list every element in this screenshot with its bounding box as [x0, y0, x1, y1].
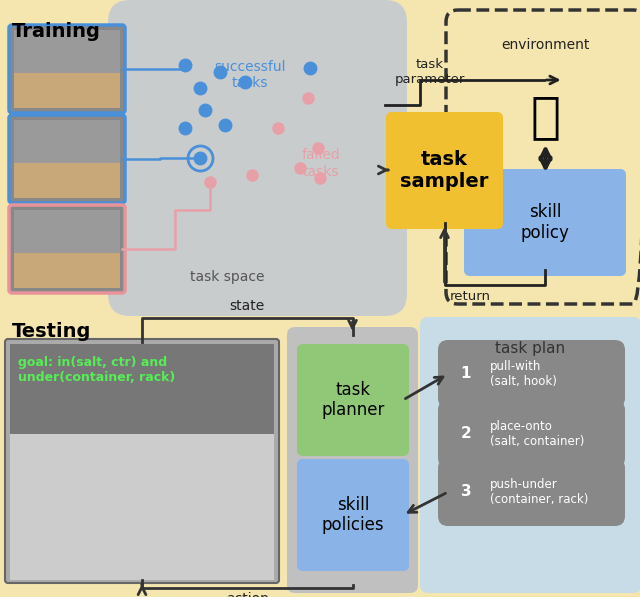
- Text: 1: 1: [461, 367, 471, 381]
- Bar: [14, 30, 120, 75]
- Text: action: action: [226, 592, 269, 597]
- FancyBboxPatch shape: [9, 205, 125, 293]
- Text: task
planner: task planner: [321, 381, 385, 420]
- Text: place-onto
(salt, container): place-onto (salt, container): [490, 420, 584, 448]
- FancyBboxPatch shape: [0, 0, 640, 306]
- Text: task space: task space: [189, 270, 264, 284]
- Text: 🌍: 🌍: [531, 93, 561, 141]
- FancyBboxPatch shape: [9, 115, 125, 203]
- FancyBboxPatch shape: [386, 112, 503, 229]
- FancyBboxPatch shape: [287, 327, 418, 593]
- Text: environment: environment: [501, 38, 589, 52]
- FancyBboxPatch shape: [9, 25, 125, 113]
- Text: 2: 2: [461, 426, 472, 442]
- Text: state: state: [230, 299, 265, 313]
- FancyBboxPatch shape: [108, 0, 407, 316]
- Text: skill
policies: skill policies: [322, 496, 384, 534]
- FancyBboxPatch shape: [0, 302, 640, 596]
- FancyBboxPatch shape: [438, 458, 625, 526]
- FancyBboxPatch shape: [5, 339, 279, 583]
- Text: failed
tasks: failed tasks: [302, 148, 340, 179]
- FancyBboxPatch shape: [438, 400, 625, 468]
- Text: task
parameter: task parameter: [395, 58, 465, 86]
- FancyBboxPatch shape: [438, 340, 625, 408]
- Bar: [14, 210, 120, 255]
- Text: 3: 3: [461, 485, 471, 500]
- Text: return: return: [449, 290, 490, 303]
- FancyBboxPatch shape: [464, 169, 626, 276]
- Text: Testing: Testing: [12, 322, 92, 341]
- Bar: [14, 163, 120, 198]
- FancyBboxPatch shape: [297, 344, 409, 456]
- Text: pull-with
(salt, hook): pull-with (salt, hook): [490, 360, 557, 388]
- Bar: [14, 73, 120, 109]
- Bar: [10, 344, 274, 435]
- Text: goal: in(salt, ctr) and
under(container, rack): goal: in(salt, ctr) and under(container,…: [18, 356, 175, 384]
- Text: push-under
(container, rack): push-under (container, rack): [490, 478, 588, 506]
- FancyBboxPatch shape: [297, 459, 409, 571]
- Text: task
sampler: task sampler: [400, 150, 489, 191]
- Text: Training: Training: [12, 22, 101, 41]
- Text: successful
tasks: successful tasks: [214, 60, 285, 90]
- Bar: [14, 120, 120, 165]
- Bar: [10, 435, 274, 580]
- Text: task plan: task plan: [495, 341, 566, 356]
- Bar: [14, 253, 120, 288]
- FancyBboxPatch shape: [420, 317, 640, 593]
- Text: skill
policy: skill policy: [520, 203, 570, 242]
